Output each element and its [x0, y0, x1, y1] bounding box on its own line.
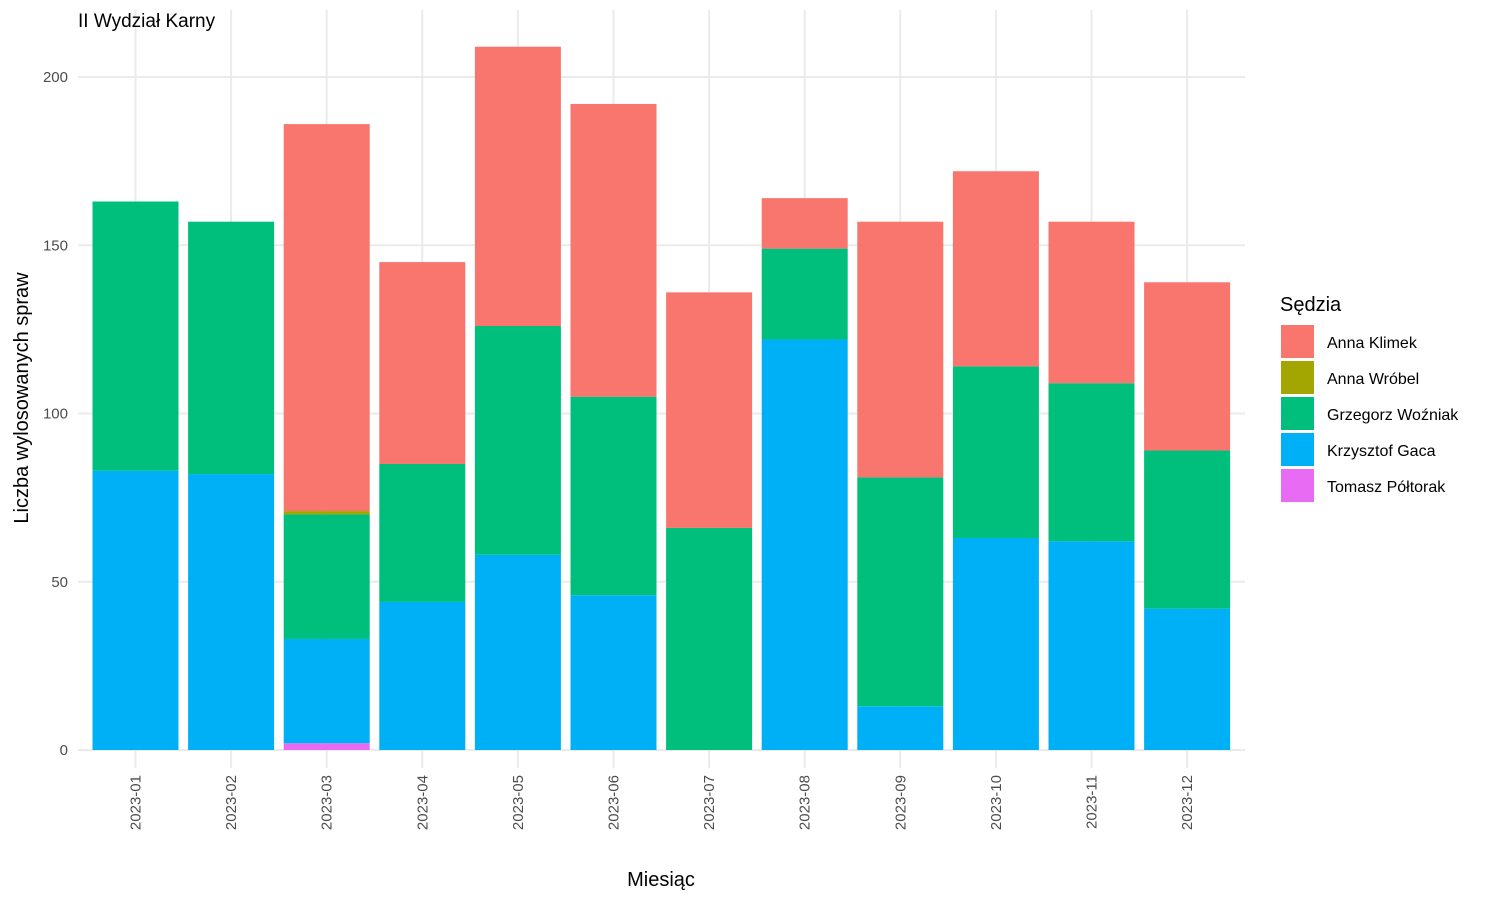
- bar-segment: [666, 527, 753, 750]
- y-tick-label: 200: [43, 69, 68, 86]
- bar-segment: [570, 595, 657, 750]
- y-tick-label: 50: [51, 574, 68, 591]
- legend-swatch: [1281, 325, 1314, 358]
- legend-swatch: [1281, 361, 1314, 394]
- x-tick-label: 2023-02: [223, 775, 240, 830]
- y-tick-label: 100: [43, 406, 68, 423]
- x-axis: 2023-01 2023-02 2023-03 2023-04 2023-05 2023-…: [128, 775, 1197, 830]
- bar-segment: [474, 326, 561, 555]
- x-tick-label: 2023-08: [797, 775, 814, 830]
- bar-segment: [952, 538, 1039, 750]
- x-tick-label: 2023-04: [414, 775, 431, 830]
- bar-segment: [1144, 450, 1231, 609]
- legend-label: Grzegorz Woźniak: [1327, 407, 1459, 424]
- bar-segment: [379, 601, 466, 750]
- x-tick-label: 2023-10: [988, 775, 1005, 830]
- x-tick-label: 2023-05: [510, 775, 527, 830]
- x-tick-label: 2023-11: [1084, 775, 1101, 829]
- y-axis: 0 50 100 150 200: [43, 69, 68, 759]
- legend-label: Anna Wróbel: [1327, 371, 1419, 388]
- bar-segment: [761, 339, 848, 750]
- bar-segment: [283, 124, 370, 512]
- bar-segment: [857, 477, 944, 707]
- bar-segment: [283, 514, 370, 639]
- bar-segment: [379, 262, 466, 464]
- bar-segment: [1144, 282, 1231, 451]
- x-tick-label: 2023-01: [128, 775, 145, 830]
- bar-segment: [283, 743, 370, 750]
- legend-swatch: [1281, 433, 1314, 466]
- bar-segment: [92, 470, 179, 750]
- x-tick-label: 2023-07: [701, 775, 718, 830]
- bar-segment: [474, 46, 561, 327]
- legend: Sędzia Anna Klimek Anna Wróbel Grzegorz Wo…: [1280, 294, 1459, 502]
- legend-label: Krzysztof Gaca: [1327, 443, 1436, 460]
- legend-title: Sędzia: [1280, 294, 1342, 316]
- bar-segment: [92, 201, 179, 471]
- bars-layer: [92, 46, 1231, 750]
- bar-segment: [1048, 383, 1135, 542]
- y-tick-label: 150: [43, 237, 68, 254]
- bar-segment: [952, 366, 1039, 539]
- bar-segment: [283, 511, 370, 515]
- x-tick-label: 2023-09: [892, 775, 909, 830]
- chart-title: II Wydział Karny: [78, 11, 216, 32]
- x-tick-label: 2023-06: [606, 775, 623, 830]
- y-tick-label: 0: [60, 742, 68, 759]
- bar-segment: [1048, 541, 1135, 750]
- bar-segment: [188, 221, 275, 475]
- legend-label: Anna Klimek: [1327, 335, 1418, 352]
- bar-segment: [666, 292, 753, 528]
- bar-segment: [761, 248, 848, 340]
- bar-segment: [857, 221, 944, 478]
- bar-segment: [283, 638, 370, 744]
- x-tick-label: 2023-03: [319, 775, 336, 830]
- bar-segment: [1048, 221, 1135, 384]
- bar-segment: [379, 463, 466, 602]
- bar-segment: [761, 198, 848, 249]
- bar-segment: [857, 706, 944, 750]
- legend-swatch: [1281, 397, 1314, 430]
- legend-label: Tomasz Półtorak: [1327, 479, 1446, 496]
- bar-segment: [570, 396, 657, 596]
- bar-segment: [952, 171, 1039, 367]
- bar-segment: [570, 103, 657, 397]
- bar-segment: [1144, 608, 1231, 750]
- legend-swatch: [1281, 469, 1314, 502]
- x-tick-label: 2023-12: [1179, 775, 1196, 830]
- x-axis-title: Miesiąc: [627, 869, 695, 891]
- y-axis-title: Liczba wylosowanych spraw: [11, 272, 33, 524]
- bar-segment: [474, 554, 561, 750]
- bar-segment: [188, 474, 275, 750]
